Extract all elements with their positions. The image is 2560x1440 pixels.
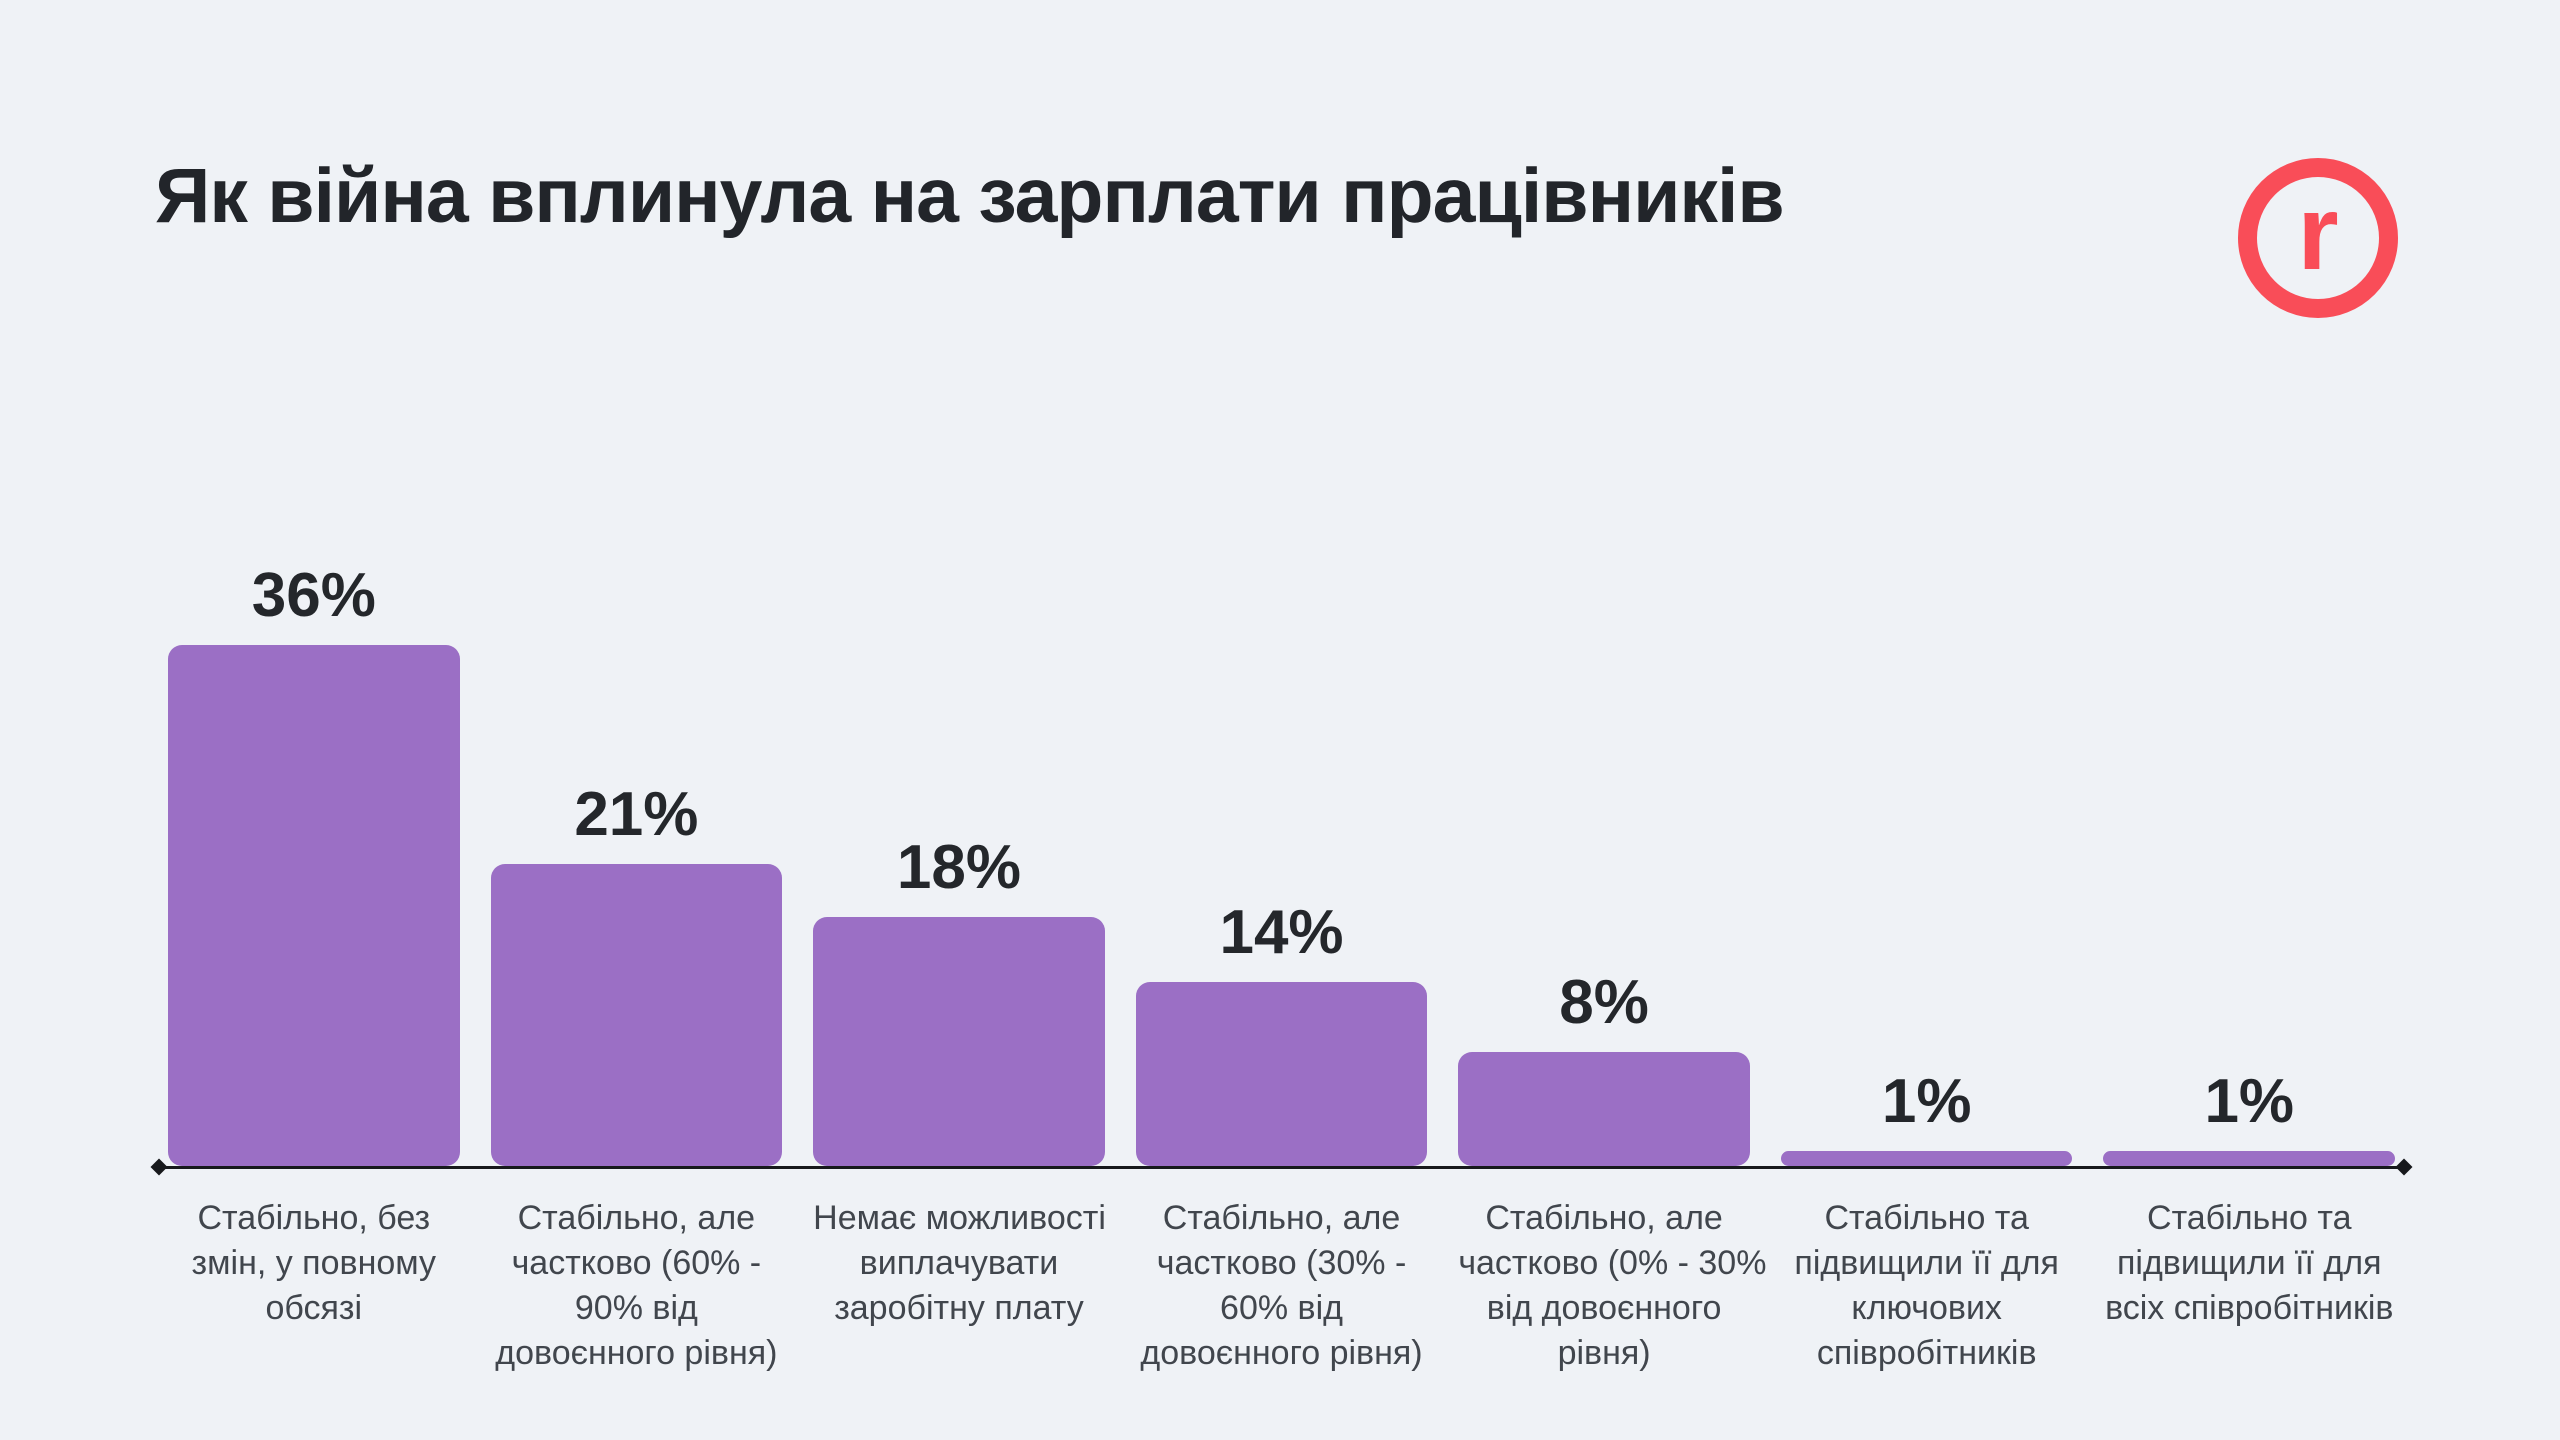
bar-column: 36% [168,549,460,1169]
bar-value-label: 18% [896,833,1021,902]
bar-column: 14% [1135,549,1428,1169]
category-labels-row: Стабільно, без змін, у повному обсязі Ст… [168,1196,2395,1376]
category-label: Стабільно та підвищили її для всіх співр… [2105,1199,2394,1327]
bar-value-label: 36% [251,561,376,630]
bar-value-label: 1% [1881,1067,1972,1136]
bar-value-label: 14% [1219,898,1344,967]
category-label: Стабільно, без змін, у повному обсязі [191,1199,437,1327]
bar-column: 1% [1780,549,2073,1169]
category-label: Стабільно, але частково (30% - 60% від д… [1140,1199,1423,1372]
bar [1135,982,1428,1166]
bar-column: 1% [2103,549,2396,1169]
bar [2103,1151,2396,1166]
logo-r-icon: r [2297,174,2339,292]
category-label: Немає можливості виплачувати заробітну п… [813,1199,1106,1327]
brand-logo: r [2238,158,2398,318]
bar-chart-plot-area: 36% 21% 18% 14% 8% 1% 1% [150,549,2413,1176]
bar-value-label: 1% [2204,1067,2295,1136]
bar-column: 18% [813,549,1105,1169]
bar [1458,1052,1750,1166]
category-label: Стабільно, але частково (60% - 90% від д… [495,1199,778,1372]
bar [168,645,460,1166]
bar-value-label: 8% [1559,968,1649,1037]
category-label: Стабільно, але частково (0% - 30% від до… [1458,1199,1767,1372]
bar [813,917,1105,1166]
x-axis-line [150,1158,2413,1176]
bar [490,864,783,1166]
bar-value-label: 21% [574,780,699,849]
axis-left-diamond-icon [150,1158,168,1176]
chart-title: Як війна вплинула на зарплати працівникі… [155,153,1785,239]
bar-column: 21% [490,549,783,1169]
axis-right-diamond-icon [2395,1158,2413,1176]
category-label: Стабільно та підвищили її для ключових с… [1794,1199,2059,1372]
bar-column: 8% [1458,549,1750,1169]
bar [1780,1151,2073,1166]
